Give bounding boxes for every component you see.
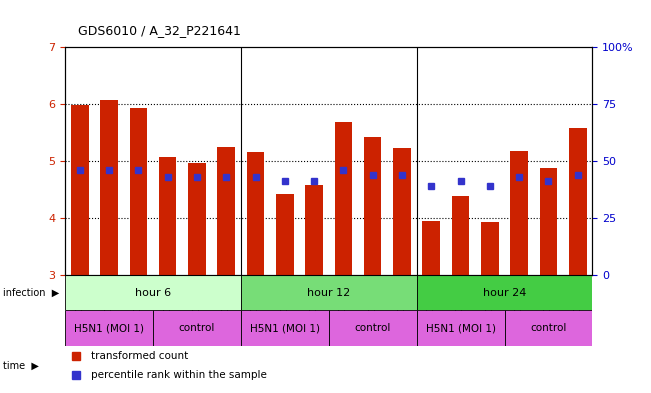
- Bar: [153, 310, 241, 346]
- Text: H5N1 (MOI 1): H5N1 (MOI 1): [250, 323, 320, 333]
- Text: GDS6010 / A_32_P221641: GDS6010 / A_32_P221641: [78, 24, 241, 37]
- Bar: [510, 151, 528, 275]
- Text: transformed count: transformed count: [91, 351, 189, 361]
- Bar: [130, 108, 147, 275]
- Bar: [452, 196, 469, 275]
- Bar: [417, 310, 505, 346]
- Bar: [241, 275, 417, 310]
- Bar: [305, 185, 323, 275]
- Bar: [276, 194, 294, 275]
- Bar: [71, 105, 89, 275]
- Text: time  ▶: time ▶: [3, 361, 39, 371]
- Bar: [217, 147, 235, 275]
- Bar: [481, 222, 499, 275]
- Bar: [329, 310, 417, 346]
- Bar: [65, 275, 241, 310]
- Bar: [540, 168, 557, 275]
- Text: control: control: [355, 323, 391, 333]
- Bar: [159, 157, 176, 275]
- Text: H5N1 (MOI 1): H5N1 (MOI 1): [426, 323, 495, 333]
- Text: percentile rank within the sample: percentile rank within the sample: [91, 370, 268, 380]
- Text: hour 6: hour 6: [135, 288, 171, 298]
- Text: hour 12: hour 12: [307, 288, 350, 298]
- Bar: [188, 163, 206, 275]
- Text: infection  ▶: infection ▶: [3, 288, 59, 298]
- Bar: [569, 128, 587, 275]
- Bar: [241, 310, 329, 346]
- Bar: [247, 152, 264, 275]
- Bar: [65, 310, 153, 346]
- Text: control: control: [531, 323, 566, 333]
- Bar: [335, 122, 352, 275]
- Bar: [505, 310, 592, 346]
- Text: H5N1 (MOI 1): H5N1 (MOI 1): [74, 323, 144, 333]
- Bar: [417, 275, 592, 310]
- Text: control: control: [179, 323, 215, 333]
- Bar: [422, 221, 440, 275]
- Bar: [100, 100, 118, 275]
- Bar: [393, 149, 411, 275]
- Bar: [364, 137, 381, 275]
- Text: hour 24: hour 24: [483, 288, 526, 298]
